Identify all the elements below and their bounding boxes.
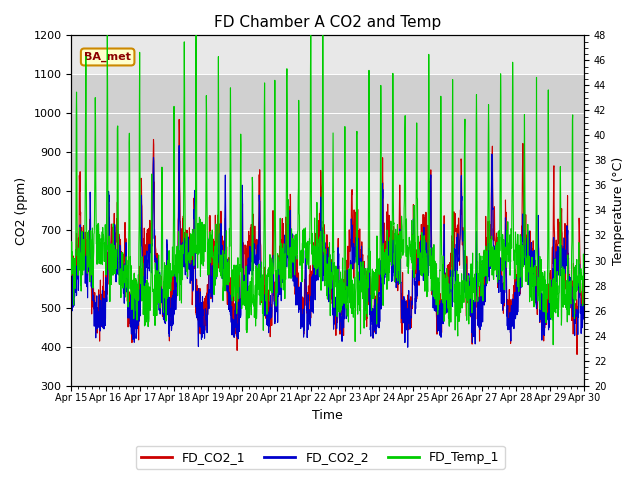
X-axis label: Time: Time: [312, 409, 343, 422]
Title: FD Chamber A CO2 and Temp: FD Chamber A CO2 and Temp: [214, 15, 442, 30]
Bar: [72, 74, 584, 171]
Y-axis label: Temperature (°C): Temperature (°C): [612, 156, 625, 264]
Legend: FD_CO2_1, FD_CO2_2, FD_Temp_1: FD_CO2_1, FD_CO2_2, FD_Temp_1: [136, 446, 504, 469]
Y-axis label: CO2 (ppm): CO2 (ppm): [15, 177, 28, 244]
Text: BA_met: BA_met: [84, 52, 131, 62]
